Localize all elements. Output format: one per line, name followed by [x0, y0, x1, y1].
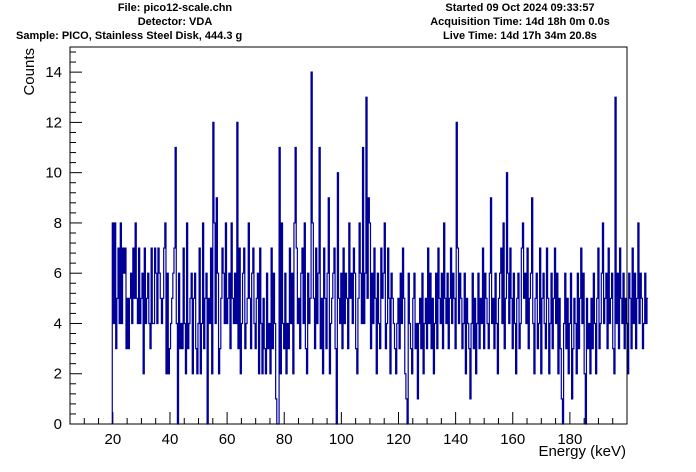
y-tick-label: 10: [45, 165, 62, 182]
x-tick-label: 80: [276, 431, 293, 448]
x-tick-label: 20: [105, 431, 122, 448]
x-tick-label: 120: [386, 431, 411, 448]
y-axis-label: Counts: [21, 48, 38, 96]
x-tick-label: 140: [443, 431, 468, 448]
file-label: File: pico12-scale.chn: [117, 2, 233, 14]
y-tick-label: 6: [54, 265, 62, 282]
detector-label: Detector: VDA: [137, 16, 213, 28]
spectrum-histogram-line: [111, 71, 649, 425]
sample-label: Sample: PICO, Stainless Steel Disk, 444.…: [16, 30, 243, 42]
y-tick-label: 2: [54, 366, 62, 383]
x-tick-label: 100: [329, 431, 354, 448]
acquisition-time-label: Acquisition Time: 14d 18h 0m 0.0s: [430, 16, 610, 28]
x-tick-label: 180: [557, 431, 582, 448]
plot-frame: [69, 46, 628, 425]
y-axis-ticks: 0 2 4 6 8 10 12 14: [45, 51, 82, 433]
x-tick-label: 60: [219, 431, 236, 448]
y-tick-label: 8: [54, 215, 62, 232]
live-time-label: Live Time: 14d 17h 34m 20.8s: [443, 30, 597, 42]
y-tick-label: 0: [54, 416, 62, 433]
x-axis-label: Energy (keV): [538, 443, 626, 460]
x-tick-label: 40: [162, 431, 179, 448]
y-tick-label: 12: [45, 114, 62, 131]
x-tick-label: 160: [500, 431, 525, 448]
y-tick-label: 14: [45, 64, 62, 81]
started-label: Started 09 Oct 2024 09:33:57: [445, 2, 595, 14]
x-axis-ticks: 20 40 60 80 100 120 140 160 180: [83, 412, 628, 448]
y-tick-label: 4: [54, 315, 62, 332]
